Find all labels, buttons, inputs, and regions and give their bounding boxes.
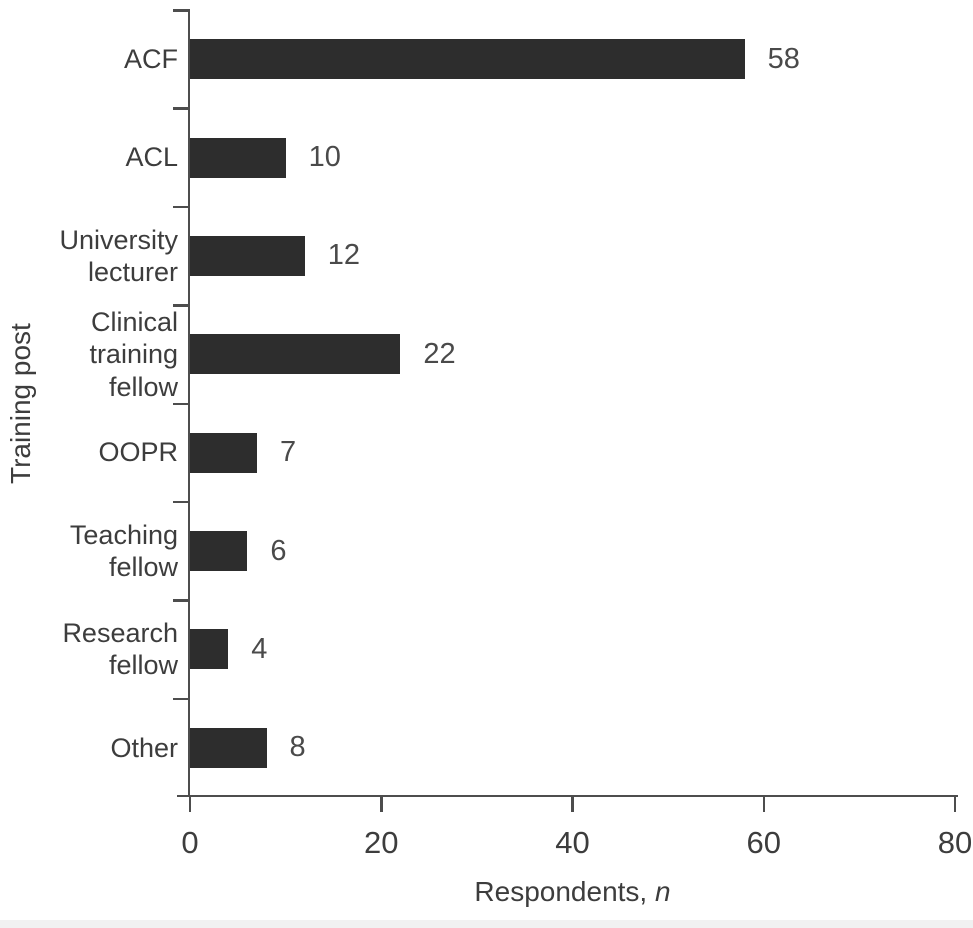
y-axis-tick <box>173 599 190 602</box>
y-axis-tick <box>173 304 190 307</box>
x-axis-tick-label: 40 <box>555 825 590 860</box>
bar-value-label: 8 <box>289 731 306 764</box>
x-axis-tick-label: 80 <box>937 825 973 860</box>
y-axis-tick <box>173 697 190 701</box>
bar-value-label: 7 <box>279 436 297 469</box>
bar <box>190 334 401 375</box>
y-axis-tick <box>173 9 190 12</box>
bar-value-label: 58 <box>767 42 800 75</box>
bar-value-label: 4 <box>251 632 268 665</box>
bar <box>190 137 286 178</box>
x-axis-tick <box>571 797 574 812</box>
category-label: Teaching fellow <box>69 519 178 583</box>
y-axis-tick <box>173 107 190 110</box>
category-label: ACL <box>125 142 178 173</box>
y-axis-tick <box>173 205 190 209</box>
bar <box>190 432 257 473</box>
category-label: Clinical training fellow <box>89 306 178 402</box>
x-axis-line <box>177 794 958 797</box>
x-axis-tick <box>380 797 383 812</box>
bar-value-label: 12 <box>327 239 361 272</box>
x-axis-tick <box>953 797 957 812</box>
y-axis-tick <box>173 500 190 504</box>
x-axis-title-symbol: n <box>655 876 671 907</box>
bar <box>190 39 745 80</box>
x-axis-tick-label: 0 <box>181 825 199 860</box>
x-axis-tick <box>762 797 765 812</box>
bar <box>190 235 305 276</box>
bar <box>190 531 248 572</box>
bar-value-label: 22 <box>423 337 456 370</box>
x-axis-tick-label: 20 <box>364 825 399 860</box>
x-axis-title-text: Respondents, <box>474 876 655 907</box>
bar <box>190 629 229 670</box>
y-axis-tick <box>173 402 190 405</box>
bar-value-label: 10 <box>308 141 341 174</box>
x-axis-tick-label: 60 <box>746 825 781 860</box>
bar <box>190 727 267 768</box>
bar-value-label: 6 <box>270 534 287 567</box>
category-label: Other <box>110 732 178 763</box>
category-label: University lecturer <box>59 224 178 287</box>
category-label: OOPR <box>98 437 178 468</box>
category-label: Research fellow <box>62 618 178 681</box>
x-axis-title: Respondents, n <box>190 876 955 908</box>
x-axis-tick <box>188 797 192 812</box>
category-label: ACF <box>124 43 178 74</box>
image-bottom-edge <box>0 920 973 928</box>
